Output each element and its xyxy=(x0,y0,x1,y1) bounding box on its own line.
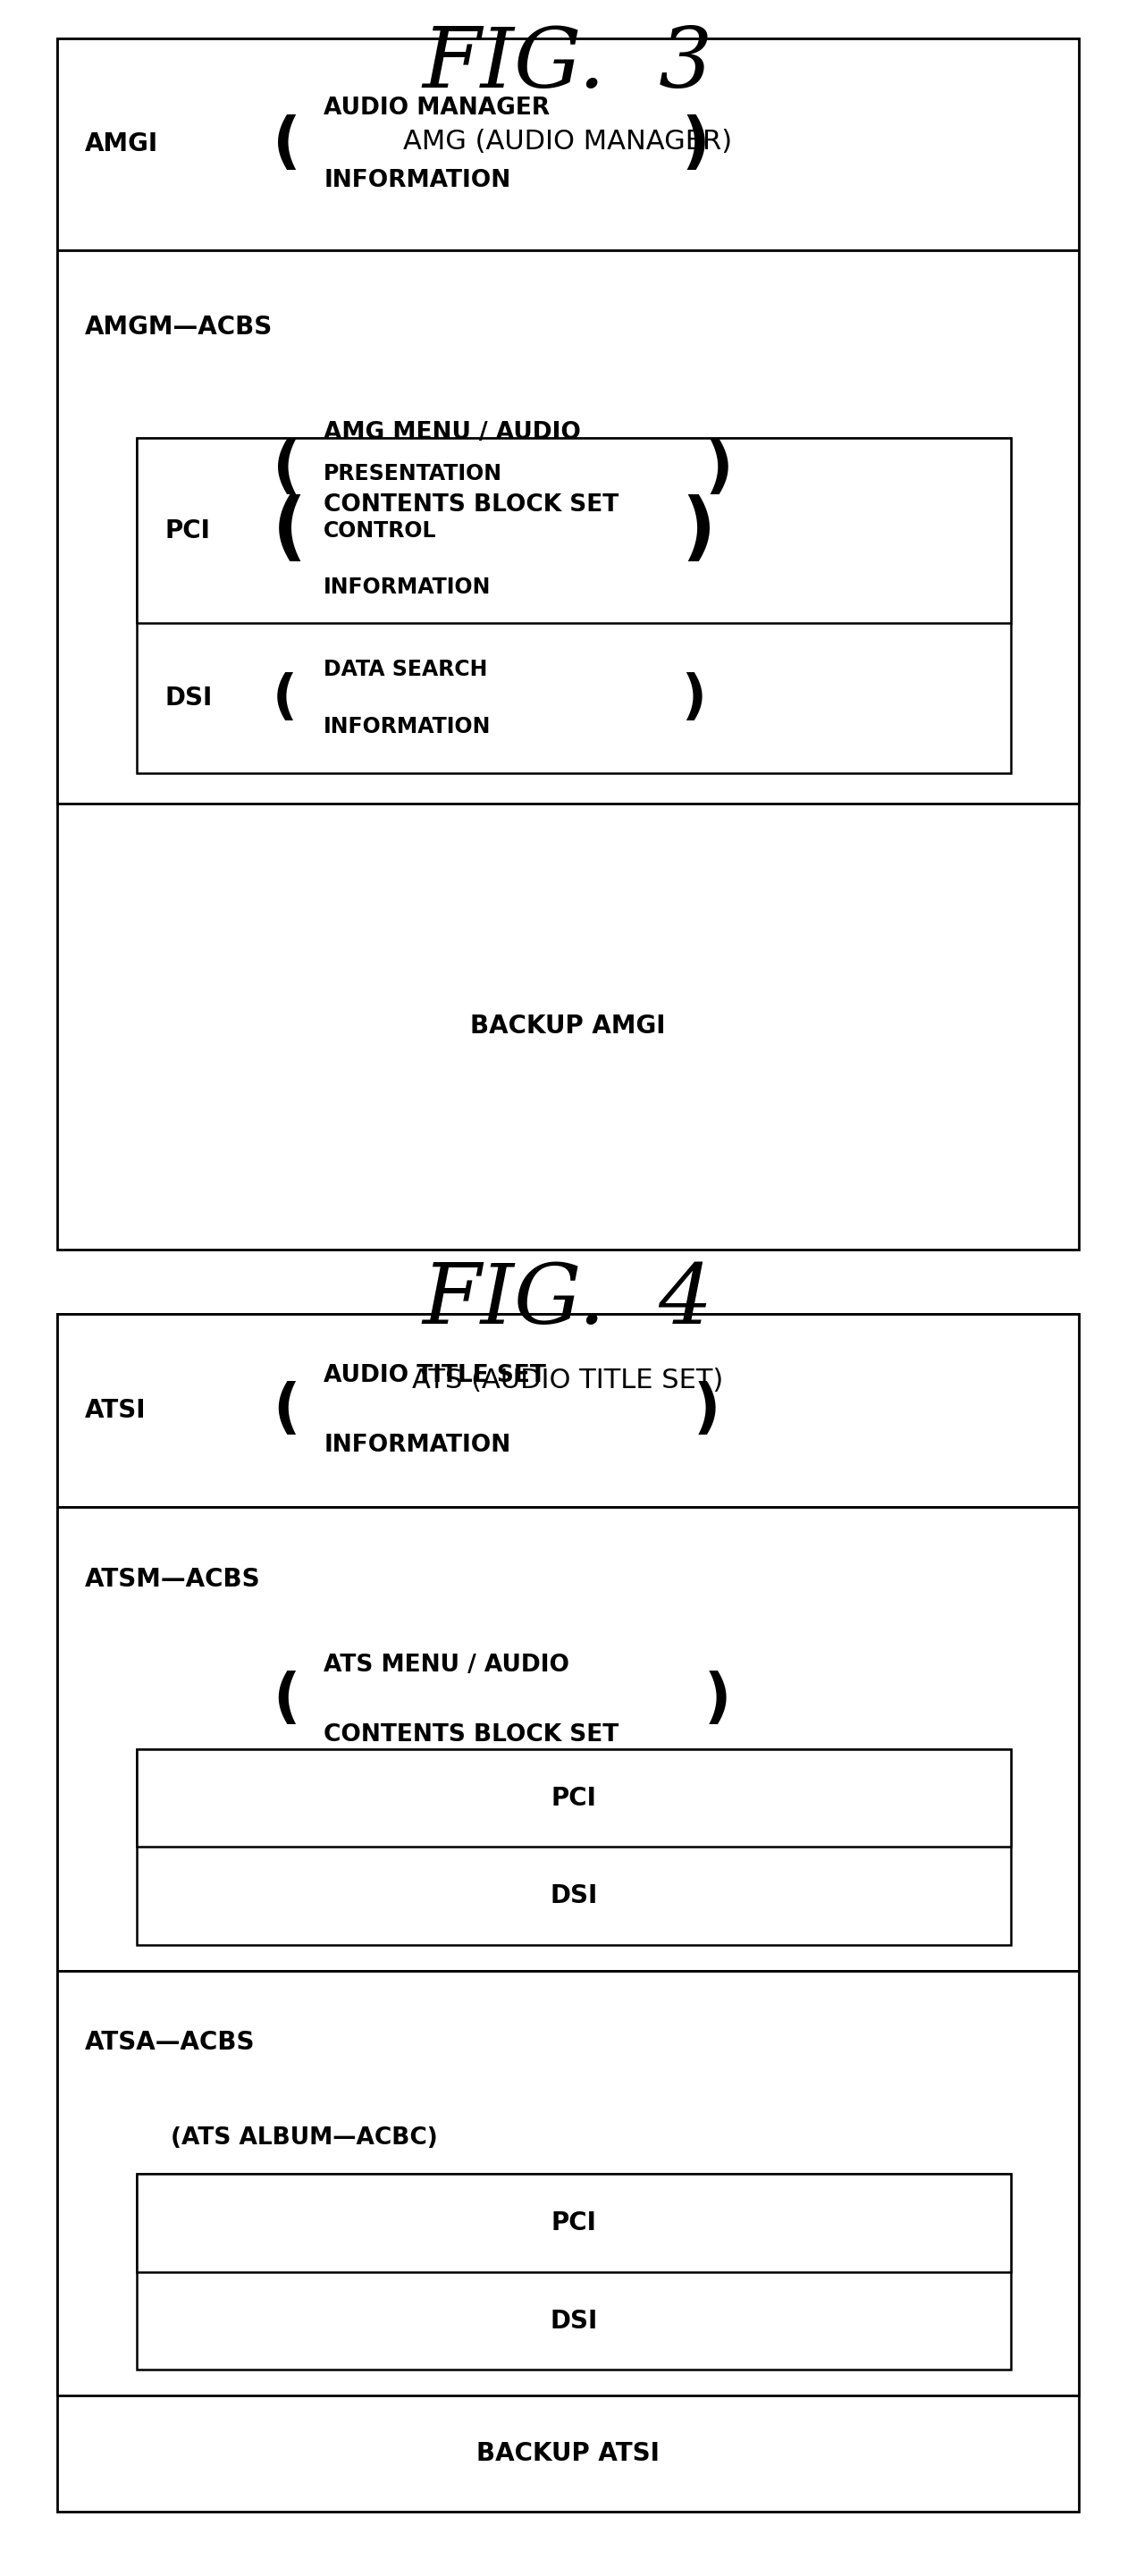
Text: PRESENTATION: PRESENTATION xyxy=(324,464,502,484)
Text: ): ) xyxy=(704,1672,732,1728)
Bar xyxy=(136,2174,1011,2272)
Bar xyxy=(136,1749,1011,1847)
Text: INFORMATION: INFORMATION xyxy=(324,577,491,598)
Bar xyxy=(57,250,1079,804)
Text: BACKUP ATSI: BACKUP ATSI xyxy=(476,2442,660,2465)
Text: ): ) xyxy=(693,1381,720,1440)
Text: (: ( xyxy=(273,495,307,567)
Text: DSI: DSI xyxy=(550,2308,598,2334)
Text: AUDIO MANAGER: AUDIO MANAGER xyxy=(324,95,550,121)
Text: INFORMATION: INFORMATION xyxy=(324,1432,511,1458)
Text: AMGM—ACBS: AMGM—ACBS xyxy=(85,314,273,340)
Text: DSI: DSI xyxy=(550,1883,598,1909)
Text: ATSA—ACBS: ATSA—ACBS xyxy=(85,2030,256,2056)
Bar xyxy=(57,39,1079,250)
Text: FIG.  3: FIG. 3 xyxy=(423,23,713,106)
Text: ATSM—ACBS: ATSM—ACBS xyxy=(85,1566,261,1592)
Text: PCI: PCI xyxy=(551,1785,596,1811)
Bar xyxy=(57,1971,1079,2396)
Bar xyxy=(136,438,1011,773)
Text: AMGI: AMGI xyxy=(85,131,159,157)
Text: INFORMATION: INFORMATION xyxy=(324,716,491,737)
Bar xyxy=(136,2174,1011,2370)
Text: FIG.  4: FIG. 4 xyxy=(423,1260,713,1342)
Text: DATA SEARCH: DATA SEARCH xyxy=(324,659,487,680)
Text: PCI: PCI xyxy=(165,518,210,544)
Text: AMG MENU / AUDIO: AMG MENU / AUDIO xyxy=(324,420,580,446)
Text: ): ) xyxy=(682,113,710,175)
Bar xyxy=(136,438,1011,623)
Text: (: ( xyxy=(273,1381,300,1440)
Text: AUDIO TITLE SET: AUDIO TITLE SET xyxy=(324,1363,546,1388)
Bar xyxy=(136,1749,1011,1945)
Text: DSI: DSI xyxy=(165,685,212,711)
Text: ): ) xyxy=(682,495,716,567)
Text: CONTROL: CONTROL xyxy=(324,520,437,541)
Text: ATSI: ATSI xyxy=(85,1399,147,1422)
Text: (: ( xyxy=(273,438,301,500)
Bar xyxy=(57,39,1079,1249)
Text: (: ( xyxy=(273,672,298,724)
Text: (: ( xyxy=(273,113,301,175)
Text: ): ) xyxy=(704,438,733,500)
Text: CONTENTS BLOCK SET: CONTENTS BLOCK SET xyxy=(324,1723,619,1747)
Text: CONTENTS BLOCK SET: CONTENTS BLOCK SET xyxy=(324,492,619,518)
Bar xyxy=(57,1314,1079,2512)
Text: ATS (AUDIO TITLE SET): ATS (AUDIO TITLE SET) xyxy=(412,1368,724,1394)
Text: BACKUP AMGI: BACKUP AMGI xyxy=(470,1015,666,1038)
Text: AMG (AUDIO MANAGER): AMG (AUDIO MANAGER) xyxy=(403,129,733,155)
Bar xyxy=(57,1314,1079,1507)
Text: ): ) xyxy=(682,672,707,724)
Bar xyxy=(57,1507,1079,1971)
Text: PCI: PCI xyxy=(551,2210,596,2236)
Text: (ATS ALBUM—ACBC): (ATS ALBUM—ACBC) xyxy=(170,2125,437,2151)
Text: INFORMATION: INFORMATION xyxy=(324,167,511,193)
Text: ATS MENU / AUDIO: ATS MENU / AUDIO xyxy=(324,1654,569,1677)
Text: (: ( xyxy=(273,1672,300,1728)
